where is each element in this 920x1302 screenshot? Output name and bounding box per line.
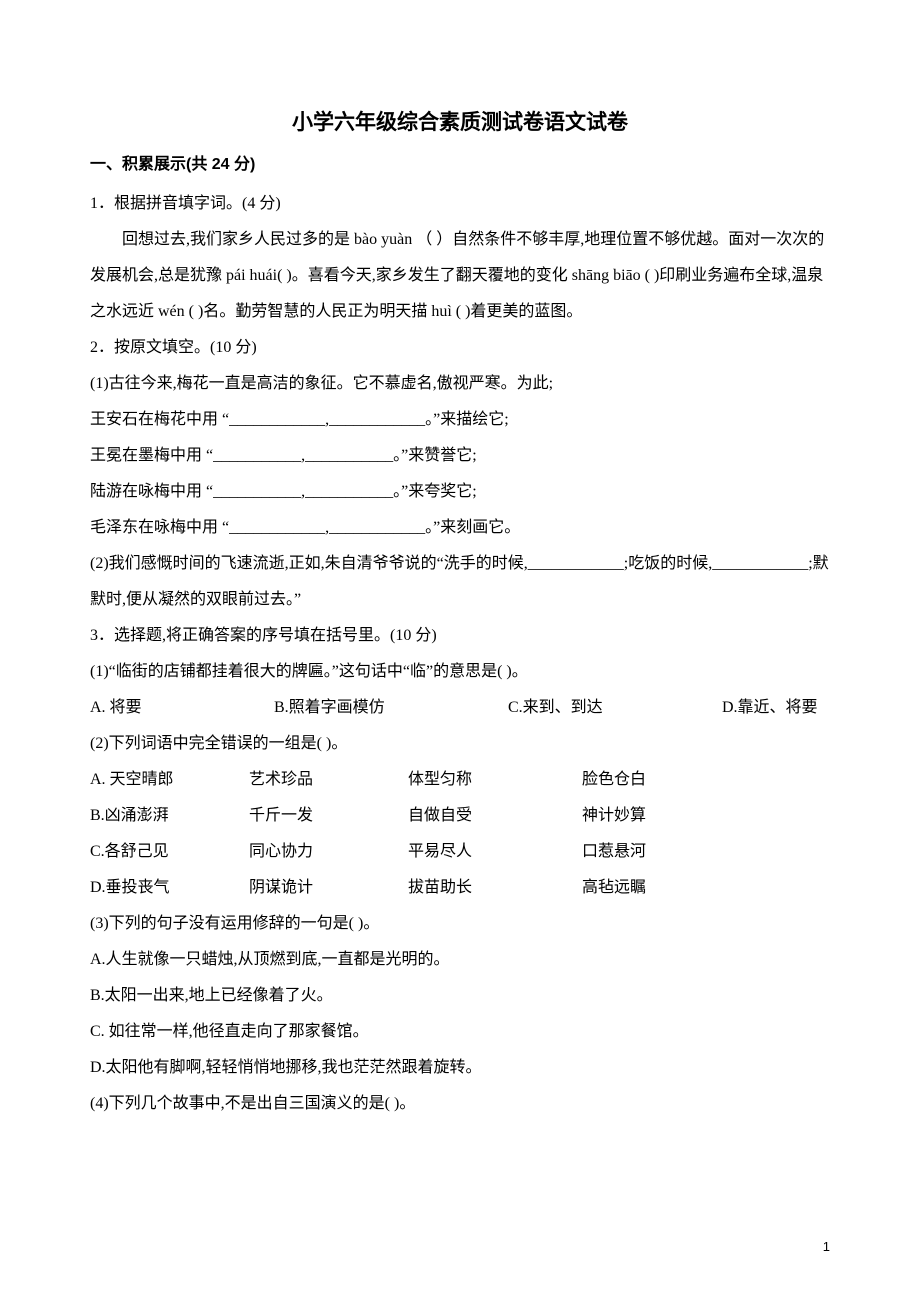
q3-item1-opt-d: D.靠近、将要 (722, 690, 818, 726)
exam-page: 小学六年级综合素质测试卷语文试卷 一、积累展示(共 24 分) 1．根据拼音填字… (0, 0, 920, 1302)
q3-item2-b4: 神计妙算 (582, 798, 646, 834)
q3-item3-opt-b: B.太阳一出来,地上已经像着了火。 (90, 978, 830, 1014)
q3-item2-stem: (2)下列词语中完全错误的一组是( )。 (90, 726, 830, 762)
q3-item2-c4: 口惹悬河 (582, 834, 646, 870)
q3-item2-row-b: B.凶涌澎湃 千斤一发 自做自受 神计妙算 (90, 798, 830, 834)
q3-item2-d4: 高毡远瞩 (582, 870, 646, 906)
page-title: 小学六年级综合素质测试卷语文试卷 (90, 106, 830, 136)
q3-item2-a1: A. 天空晴郎 (90, 762, 245, 798)
q2-item2: (2)我们感慨时间的飞速流逝,正如,朱自清爷爷说的“洗手的时候,________… (90, 546, 830, 618)
q3-item2-row-a: A. 天空晴郎 艺术珍品 体型匀称 脸色仓白 (90, 762, 830, 798)
q3-item3-opt-a: A.人生就像一只蜡烛,从顶燃到底,一直都是光明的。 (90, 942, 830, 978)
q3-item2-b2: 千斤一发 (249, 798, 404, 834)
q3-item2-a4: 脸色仓白 (582, 762, 646, 798)
q2-line-luyou: 陆游在咏梅中用 “___________,___________。”来夸奖它; (90, 474, 830, 510)
q3-item2-a2: 艺术珍品 (249, 762, 404, 798)
q3-item1-opt-b: B.照着字画模仿 (274, 690, 504, 726)
q1-paragraph: 回想过去,我们家乡人民过多的是 bào yuàn （ ）自然条件不够丰厚,地理位… (90, 222, 830, 330)
q3-item1-opt-a: A. 将要 (90, 690, 270, 726)
q3-item3-stem: (3)下列的句子没有运用修辞的一句是( )。 (90, 906, 830, 942)
q3-item1-stem: (1)“临街的店铺都挂着很大的牌匾。”这句话中“临”的意思是( )。 (90, 654, 830, 690)
q3-item2-c1: C.各舒己见 (90, 834, 245, 870)
q2-line-wanganshi: 王安石在梅花中用 “____________,____________。”来描绘… (90, 402, 830, 438)
q3-item2-c2: 同心协力 (249, 834, 404, 870)
q3-item2-d2: 阴谋诡计 (249, 870, 404, 906)
q2-item1-intro: (1)古往今来,梅花一直是高洁的象征。它不慕虚名,傲视严寒。为此; (90, 366, 830, 402)
q3-item3-opt-c: C. 如往常一样,他径直走向了那家餐馆。 (90, 1014, 830, 1050)
q3-item2-a3: 体型匀称 (408, 762, 578, 798)
q3-item2-c3: 平易尽人 (408, 834, 578, 870)
q3-item1-opt-c: C.来到、到达 (508, 690, 718, 726)
q3-prompt: 3．选择题,将正确答案的序号填在括号里。(10 分) (90, 618, 830, 654)
q2-line-wangmian: 王冕在墨梅中用 “___________,___________。”来赞誉它; (90, 438, 830, 474)
q3-item2-b3: 自做自受 (408, 798, 578, 834)
section-1-heading: 一、积累展示(共 24 分) (90, 150, 830, 174)
q3-item2-row-c: C.各舒己见 同心协力 平易尽人 口惹悬河 (90, 834, 830, 870)
q2-line-maozedong: 毛泽东在咏梅中用 “____________,____________。”来刻画… (90, 510, 830, 546)
q3-item3-opt-d: D.太阳他有脚啊,轻轻悄悄地挪移,我也茫茫然跟着旋转。 (90, 1050, 830, 1086)
q3-item2-row-d: D.垂投丧气 阴谋诡计 拔苗助长 高毡远瞩 (90, 870, 830, 906)
q3-item2-d1: D.垂投丧气 (90, 870, 245, 906)
q3-item1-options: A. 将要 B.照着字画模仿 C.来到、到达 D.靠近、将要 (90, 690, 830, 726)
page-number: 1 (823, 1239, 830, 1254)
q2-prompt: 2．按原文填空。(10 分) (90, 330, 830, 366)
q3-item4-stem: (4)下列几个故事中,不是出自三国演义的是( )。 (90, 1086, 830, 1122)
q1-prompt: 1．根据拼音填字词。(4 分) (90, 186, 830, 222)
q3-item2-b1: B.凶涌澎湃 (90, 798, 245, 834)
q3-item2-d3: 拔苗助长 (408, 870, 578, 906)
